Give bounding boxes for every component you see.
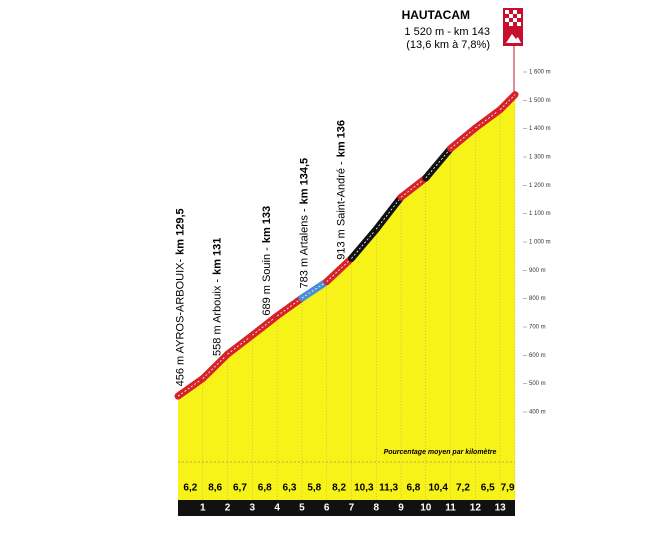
segment-centerline [450, 127, 476, 149]
gradient-segment [347, 225, 380, 262]
waypoint-km: km 131 [212, 238, 224, 275]
y-tick-label: 1 100 m [529, 211, 551, 217]
km-number: 13 [495, 503, 507, 514]
waypoint-km: km 136 [335, 120, 347, 157]
waypoint-name: 913 m Saint-André - [335, 161, 347, 260]
segment-centerline [400, 177, 427, 198]
km-number: 8 [373, 503, 379, 514]
gradient-label: 7,9 [501, 483, 515, 494]
waypoint-km: km 133 [261, 206, 273, 243]
waypoint-km: km 134,5 [298, 158, 310, 204]
waypoint-label: 689 m Souin - km 133 [261, 206, 273, 316]
gradient-label: 8,6 [208, 483, 222, 494]
km-number: 1 [200, 503, 206, 514]
y-tick-label: 1 600 m [529, 70, 551, 76]
segment-centerline [202, 353, 228, 379]
gradient-label: 8,2 [332, 483, 346, 494]
y-tick-label: 1 000 m [529, 240, 551, 246]
segment-centerline [252, 315, 278, 336]
y-tick-label: 900 m [529, 268, 546, 274]
segment-centerline [475, 109, 501, 129]
segment-centerline [276, 297, 303, 317]
segment-centerline [326, 258, 352, 282]
waypoint-name: 456 m AYROS-ARBOUIX- [174, 258, 186, 386]
km-number: 6 [324, 503, 330, 514]
gradient-label: 10,4 [428, 483, 448, 494]
gradient-label: 6,8 [406, 483, 420, 494]
km-number: 3 [250, 503, 256, 514]
km-number: 9 [398, 503, 404, 514]
gradient-label: 10,3 [354, 483, 374, 494]
y-tick-label: 800 m [529, 296, 546, 302]
segment-centerline [425, 148, 451, 179]
segment-centerline [177, 378, 204, 397]
segment-centerline [375, 196, 402, 230]
waypoint-label: 558 m Arbouix - km 131 [212, 238, 224, 356]
y-tick-label: 1 200 m [529, 183, 551, 189]
waypoint-name: 783 m Artalens - [298, 208, 310, 288]
y-tick-label: 1 400 m [529, 126, 551, 132]
finish-flag [503, 8, 523, 98]
gradient-label: 6,8 [258, 483, 272, 494]
segment-centerline [499, 94, 516, 110]
km-number: 5 [299, 503, 305, 514]
km-number: 2 [225, 503, 231, 514]
waypoint-label: 913 m Saint-André - km 136 [335, 120, 347, 260]
y-tick-label: 600 m [529, 353, 546, 359]
gradient-caption: Pourcentage moyen par kilomètre [384, 449, 497, 456]
y-tick-label: 400 m [529, 410, 546, 416]
y-tick-label: 1 500 m [529, 98, 551, 104]
profile-area [178, 94, 515, 501]
gradient-label: 6,2 [183, 483, 197, 494]
waypoint-name: 689 m Souin - [261, 247, 273, 316]
gradient-label: 6,7 [233, 483, 247, 494]
summit-detail: 1 520 m - km 143 [404, 26, 490, 38]
waypoint-label: 456 m AYROS-ARBOUIX-km 129,5 [174, 208, 186, 386]
km-number: 11 [445, 503, 456, 514]
gradient-label: 6,3 [283, 483, 297, 494]
gradient-label: 6,5 [481, 483, 495, 494]
waypoint-km: km 129,5 [174, 208, 186, 254]
segment-centerline [227, 334, 253, 355]
gradient-label: 5,8 [307, 483, 321, 494]
km-band [178, 500, 515, 516]
y-tick-label: 500 m [529, 381, 546, 387]
gradient-label: 7,2 [456, 483, 470, 494]
km-number: 7 [349, 503, 355, 514]
summit-climb: (13,6 km à 7,8%) [406, 39, 490, 51]
gradient-label: 11,3 [379, 483, 398, 494]
km-number: 10 [420, 503, 432, 514]
y-tick-label: 700 m [529, 325, 546, 331]
waypoint-label: 783 m Artalens - km 134,5 [298, 158, 310, 289]
y-tick-label: 1 300 m [529, 155, 551, 161]
waypoint-name: 558 m Arbouix - [212, 279, 224, 356]
summit-name: HAUTACAM [402, 8, 470, 22]
km-number: 4 [274, 503, 280, 514]
segment-centerline [301, 281, 327, 299]
km-number: 12 [470, 503, 482, 514]
